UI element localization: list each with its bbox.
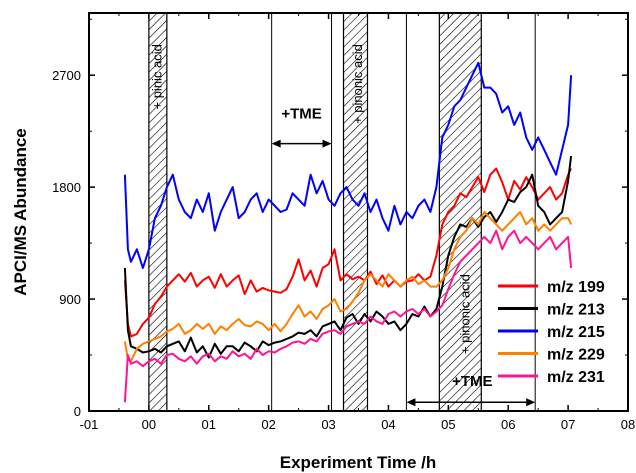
y-tick-label: 0 — [74, 404, 81, 419]
vertical-lines — [271, 13, 536, 411]
arrow-head-right-0 — [322, 139, 332, 148]
legend: m/z 199 m/z 213 m/z 215 m/z 229 m/z 231 — [498, 279, 605, 386]
legend-label-4: m/z 231 — [547, 369, 605, 386]
axis-ticks: -01 00 01 02 03 04 05 06 07 08 0 900 1800 2700 — [52, 13, 635, 432]
arrow-head-left-1 — [406, 398, 416, 407]
arrow-head-right-1 — [526, 398, 536, 407]
x-tick-label: 00 — [142, 417, 156, 432]
shaded-region-label-2: + pinonic acid — [458, 274, 473, 354]
y-tick-label: 900 — [59, 292, 81, 307]
x-tick-label: 05 — [441, 417, 455, 432]
x-tick-label: 04 — [381, 417, 395, 432]
x-tick-label: 02 — [261, 417, 275, 432]
x-tick-label: 06 — [501, 417, 515, 432]
annotations: +TME +TME + pinic acid + pinonic acid + pino… — [149, 44, 536, 407]
x-tick-label: -01 — [80, 417, 99, 432]
legend-label-0: m/z 199 — [547, 279, 605, 296]
shaded-region-label-1: + pinonic acid — [350, 44, 365, 124]
y-tick-label: 2700 — [52, 68, 81, 83]
legend-label-2: m/z 215 — [547, 324, 605, 341]
series-line-4 — [123, 229, 573, 403]
legend-label-1: m/z 213 — [547, 302, 605, 319]
shaded-regions — [148, 12, 482, 412]
series-line-2 — [123, 61, 573, 269]
x-tick-label: 07 — [561, 417, 575, 432]
x-tick-label: 03 — [321, 417, 335, 432]
series-line-3 — [123, 211, 573, 363]
x-tick-label: 01 — [202, 417, 216, 432]
x-tick-label: 08 — [621, 417, 635, 432]
annotation-tme-0: +TME — [281, 106, 321, 123]
arrow-head-left-0 — [271, 139, 281, 148]
shaded-region-label-0: + pinic acid — [149, 44, 164, 109]
annotation-tme-1: +TME — [452, 373, 492, 390]
series-line-0 — [123, 167, 573, 338]
y-axis-label: APCI/MS Abundance — [11, 128, 30, 296]
series-lines — [123, 61, 573, 403]
y-tick-label: 1800 — [52, 180, 81, 195]
legend-label-3: m/z 229 — [547, 347, 605, 364]
series-line-1 — [123, 155, 573, 359]
x-axis-label: Experiment Time /h — [280, 453, 437, 472]
